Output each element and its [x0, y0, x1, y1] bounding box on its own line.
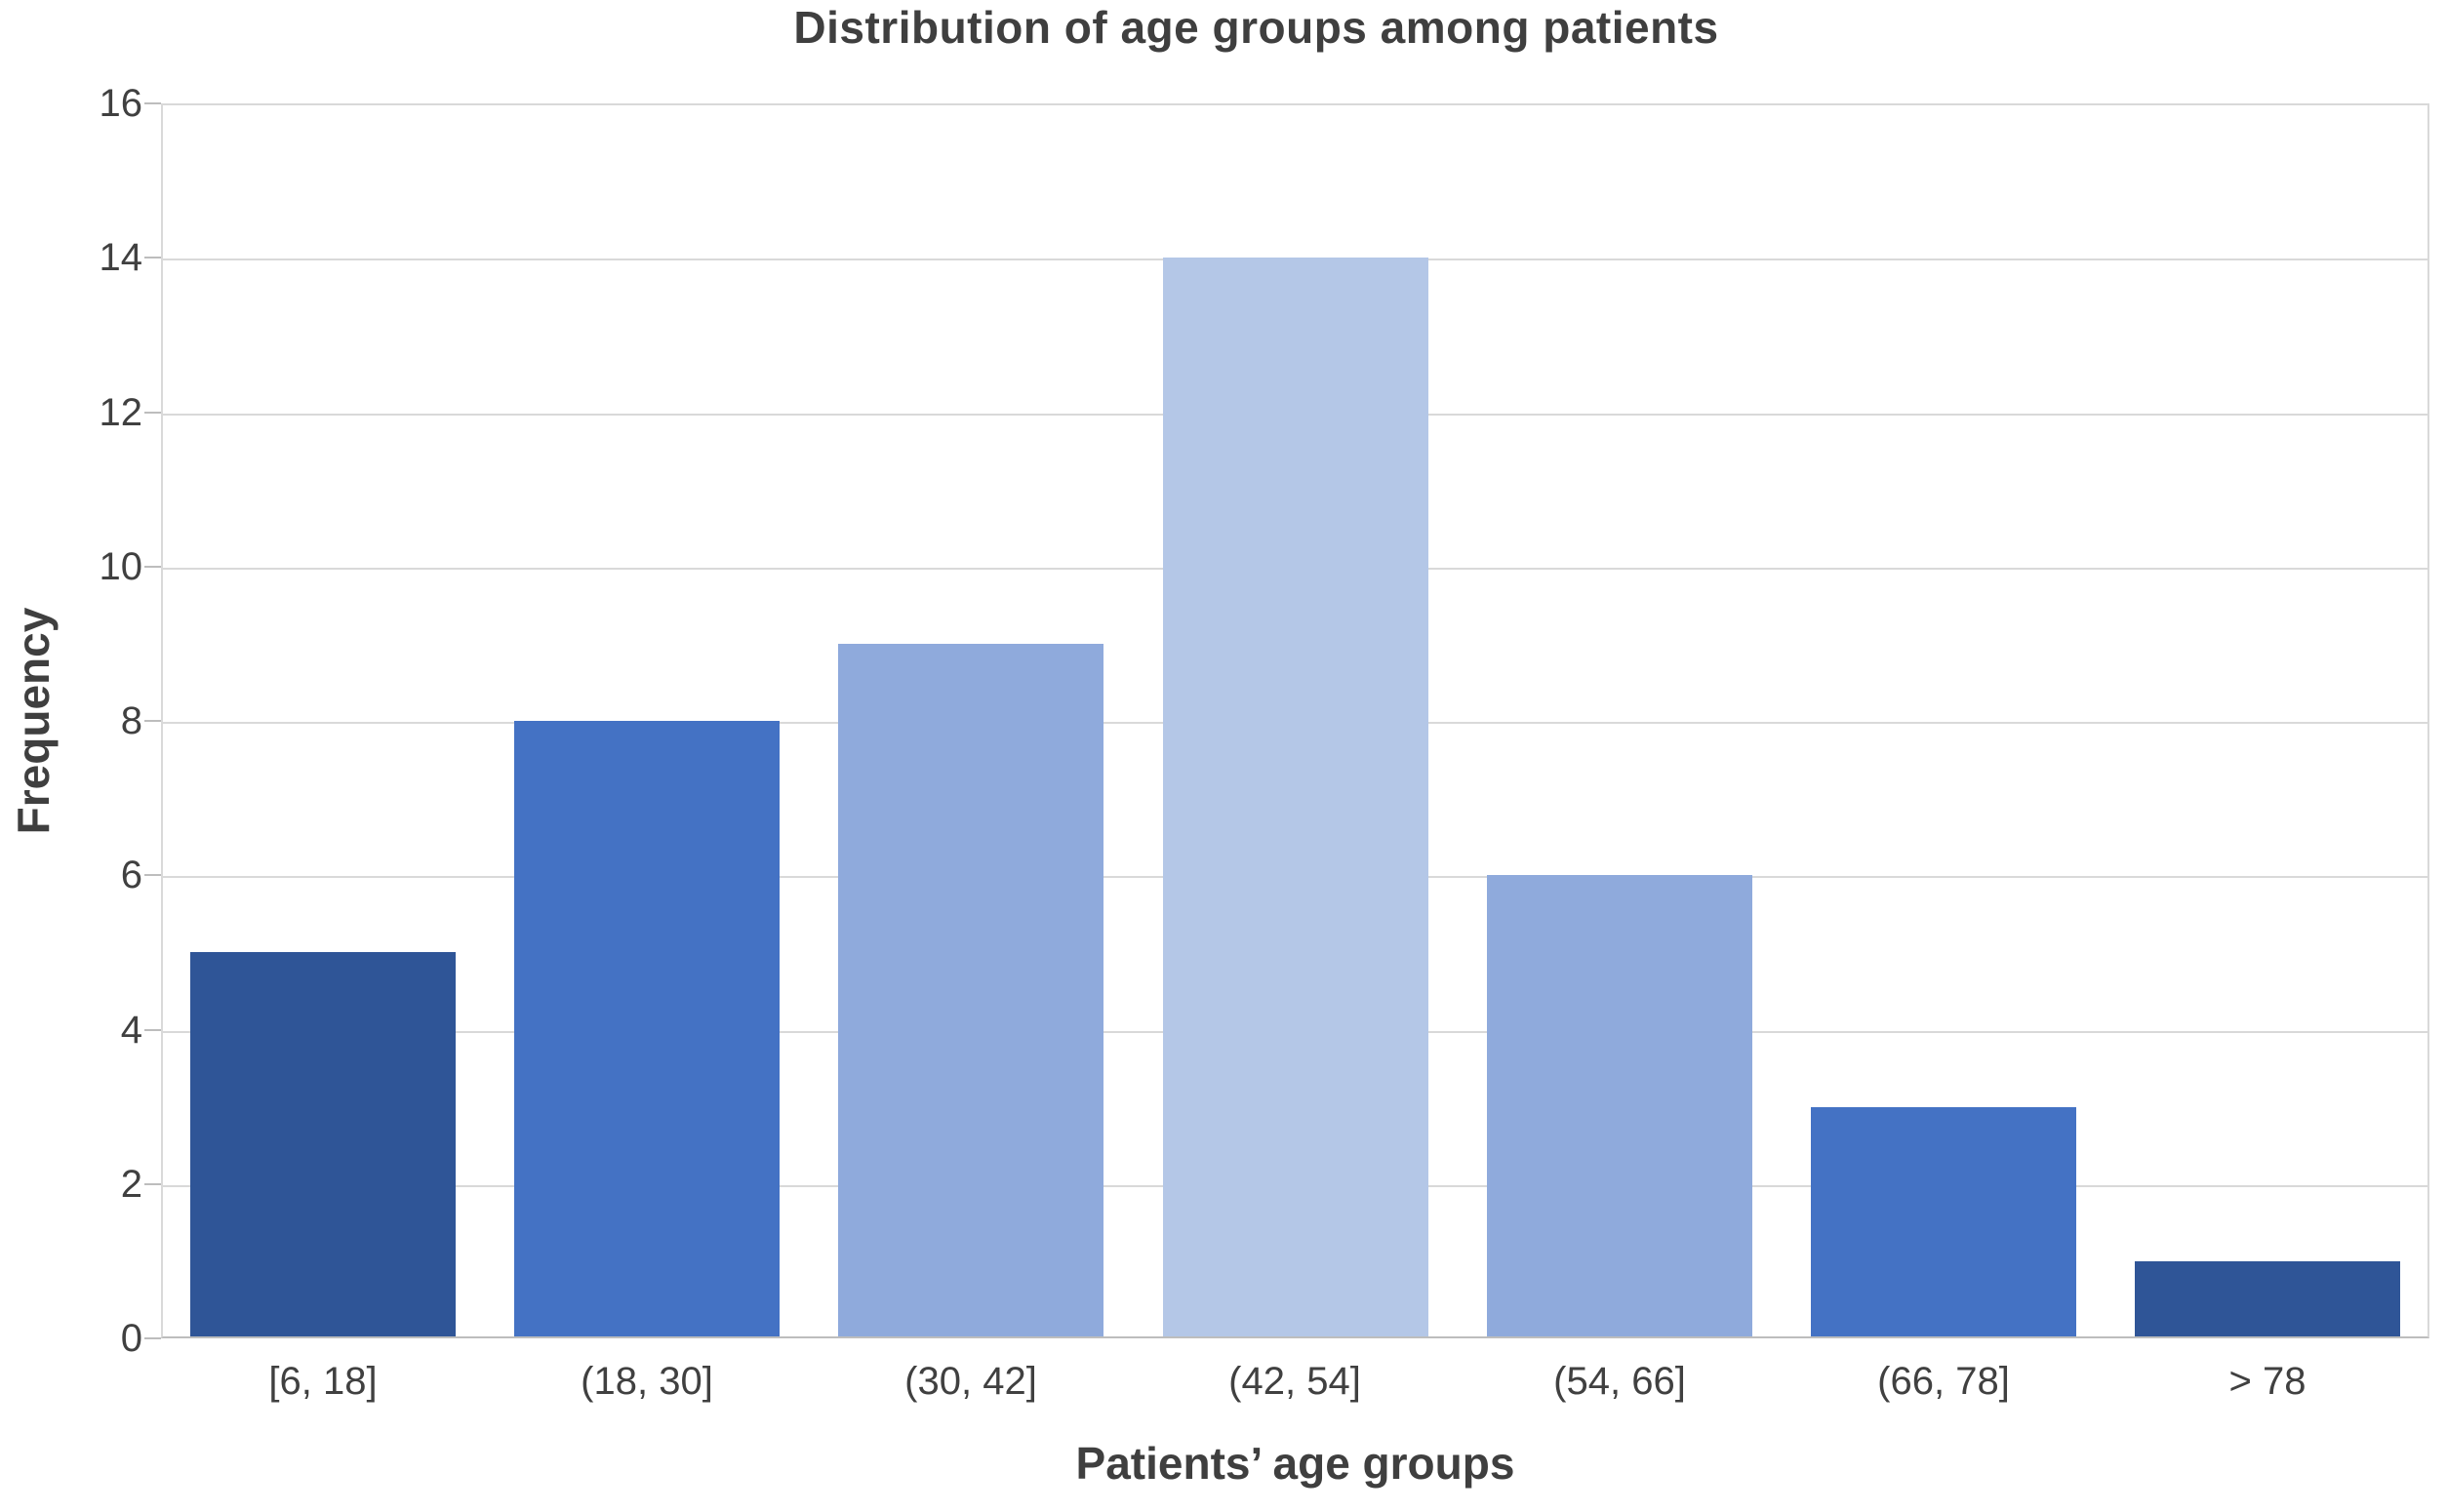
y-tick-mark — [144, 1028, 161, 1031]
y-tick-mark — [144, 257, 161, 259]
y-tick-label: 2 — [120, 1162, 142, 1206]
y-tick-mark — [144, 1337, 161, 1339]
y-tick-mark — [144, 565, 161, 568]
bar — [514, 721, 780, 1336]
bar — [838, 643, 1103, 1336]
y-tick-mark — [144, 102, 161, 104]
bar — [1487, 875, 1752, 1337]
x-tick-label: (42, 54] — [1228, 1360, 1361, 1403]
bar — [190, 952, 456, 1337]
y-tick-label: 6 — [120, 854, 142, 897]
x-tick-label: > 78 — [2228, 1360, 2307, 1403]
y-tick-label: 8 — [120, 699, 142, 742]
x-tick-label: (30, 42] — [904, 1360, 1037, 1403]
y-tick-mark — [144, 411, 161, 414]
y-tick-mark — [144, 1182, 161, 1185]
y-tick-label: 0 — [120, 1317, 142, 1360]
y-tick-label: 10 — [99, 544, 143, 588]
x-tick-label: (66, 78] — [1877, 1360, 2010, 1403]
bar — [2135, 1260, 2400, 1336]
x-tick-label: (18, 30] — [581, 1360, 713, 1403]
x-axis-title: Patients’ age groups — [1075, 1438, 1515, 1489]
x-tick-label: [6, 18] — [268, 1360, 378, 1403]
bar — [1811, 1106, 2076, 1336]
y-tick-label: 12 — [99, 390, 143, 434]
y-tick-label: 4 — [120, 1008, 142, 1052]
x-tick-label: (54, 66] — [1553, 1360, 1686, 1403]
y-tick-mark — [144, 874, 161, 877]
y-tick-mark — [144, 720, 161, 722]
bar — [1163, 258, 1428, 1337]
y-tick-label: 16 — [99, 82, 143, 125]
chart-title: Distribution of age groups among patient… — [793, 2, 1719, 53]
y-tick-label: 14 — [99, 236, 143, 280]
